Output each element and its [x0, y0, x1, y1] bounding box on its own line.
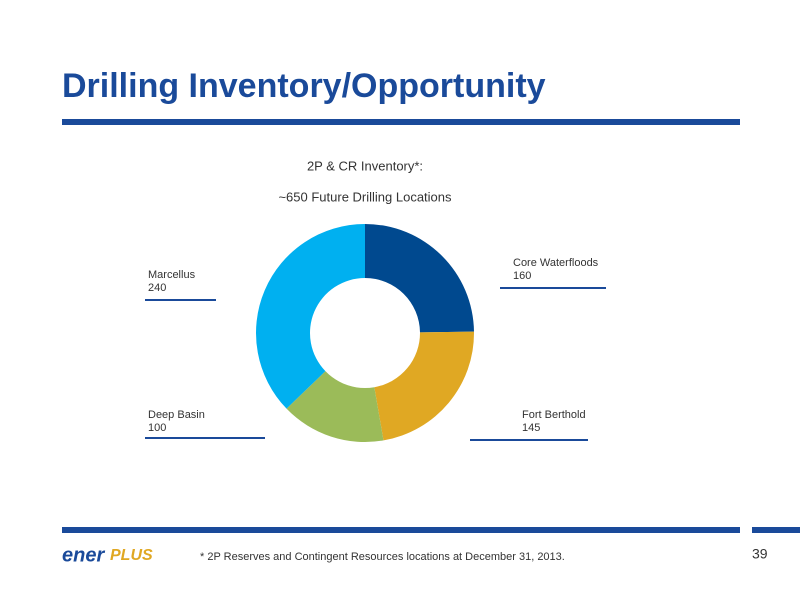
slice-value: 160	[513, 270, 531, 282]
top-rule	[62, 119, 740, 125]
page-number: 39	[752, 546, 768, 562]
slice-value: 240	[148, 282, 166, 294]
donut-slice	[374, 331, 474, 441]
donut-slice	[365, 224, 474, 333]
slice-value: 145	[522, 422, 540, 434]
slice-value: 100	[148, 422, 166, 434]
slide-title: Drilling Inventory/Opportunity	[62, 67, 546, 105]
bottom-rule	[62, 527, 740, 533]
slice-label: Deep Basin	[148, 409, 205, 421]
slice-label: Fort Berthold	[522, 409, 586, 421]
bottom-rule-end	[752, 527, 800, 533]
logo-plus: PLUS	[110, 547, 153, 564]
chart-title: 2P & CR Inventory*:	[307, 158, 423, 173]
logo-ener: ener	[62, 544, 105, 566]
slice-label: Marcellus	[148, 269, 196, 281]
donut-slice	[286, 371, 384, 442]
footnote: * 2P Reserves and Contingent Resources l…	[200, 551, 565, 563]
chart-subtitle: ~650 Future Drilling Locations	[278, 189, 452, 204]
donut-slice	[256, 224, 365, 409]
donut	[256, 224, 474, 442]
slice-label: Core Waterfloods	[513, 257, 599, 269]
